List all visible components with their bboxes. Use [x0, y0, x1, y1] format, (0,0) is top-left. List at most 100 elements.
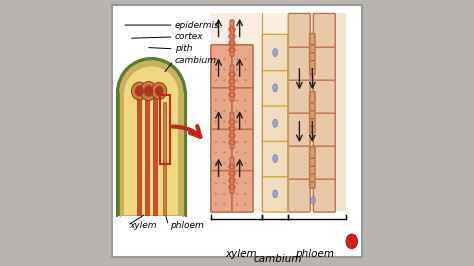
Ellipse shape [273, 155, 277, 163]
Ellipse shape [140, 81, 157, 101]
FancyBboxPatch shape [262, 140, 288, 177]
Text: xylem: xylem [129, 221, 156, 230]
Ellipse shape [273, 48, 277, 56]
Ellipse shape [223, 68, 226, 71]
Ellipse shape [120, 61, 182, 124]
Ellipse shape [312, 181, 313, 182]
FancyBboxPatch shape [313, 47, 335, 80]
Ellipse shape [223, 141, 226, 143]
Bar [145, 94, 149, 215]
Ellipse shape [236, 58, 238, 60]
Ellipse shape [223, 79, 226, 81]
Text: cortex: cortex [175, 32, 204, 41]
Ellipse shape [244, 151, 246, 154]
Ellipse shape [311, 181, 312, 182]
Ellipse shape [131, 82, 147, 100]
Ellipse shape [311, 126, 312, 127]
Text: phloem: phloem [295, 249, 334, 259]
Ellipse shape [311, 94, 316, 102]
Ellipse shape [311, 52, 312, 53]
Ellipse shape [223, 120, 226, 123]
Ellipse shape [311, 158, 312, 159]
FancyBboxPatch shape [262, 105, 288, 142]
FancyBboxPatch shape [310, 34, 315, 75]
FancyBboxPatch shape [262, 176, 288, 212]
Ellipse shape [312, 126, 313, 127]
FancyBboxPatch shape [211, 45, 232, 88]
FancyBboxPatch shape [310, 147, 315, 188]
FancyBboxPatch shape [313, 145, 335, 179]
Ellipse shape [215, 68, 217, 71]
Ellipse shape [313, 158, 314, 159]
FancyBboxPatch shape [288, 14, 310, 47]
Ellipse shape [215, 182, 217, 185]
Ellipse shape [223, 99, 226, 102]
Ellipse shape [236, 193, 238, 195]
FancyBboxPatch shape [262, 70, 288, 106]
Bar [124, 94, 178, 215]
Ellipse shape [273, 190, 277, 198]
Ellipse shape [244, 193, 246, 195]
Ellipse shape [215, 79, 217, 81]
Ellipse shape [313, 68, 314, 69]
Ellipse shape [313, 102, 314, 103]
Ellipse shape [311, 197, 316, 205]
Ellipse shape [312, 68, 313, 69]
Bar [120, 92, 182, 216]
FancyBboxPatch shape [288, 145, 310, 179]
Ellipse shape [124, 66, 178, 121]
FancyBboxPatch shape [230, 20, 234, 56]
FancyArrowPatch shape [173, 126, 201, 137]
FancyBboxPatch shape [230, 113, 234, 148]
Ellipse shape [313, 166, 314, 167]
Ellipse shape [311, 118, 312, 119]
Ellipse shape [313, 126, 314, 127]
FancyBboxPatch shape [211, 128, 232, 171]
FancyBboxPatch shape [313, 14, 335, 47]
Ellipse shape [312, 110, 313, 111]
Ellipse shape [135, 85, 144, 97]
Ellipse shape [236, 99, 238, 102]
Ellipse shape [223, 193, 226, 195]
Ellipse shape [215, 58, 217, 60]
Ellipse shape [223, 110, 226, 112]
FancyBboxPatch shape [230, 65, 234, 101]
Ellipse shape [244, 162, 246, 164]
Ellipse shape [223, 162, 226, 164]
Ellipse shape [313, 44, 314, 45]
Ellipse shape [312, 102, 313, 103]
FancyBboxPatch shape [313, 112, 335, 146]
Ellipse shape [311, 68, 312, 69]
Ellipse shape [313, 110, 314, 111]
Text: xylem: xylem [225, 249, 257, 259]
Ellipse shape [236, 79, 238, 81]
Ellipse shape [312, 166, 313, 167]
Text: pith: pith [175, 44, 192, 53]
Ellipse shape [236, 141, 238, 143]
Ellipse shape [244, 203, 246, 206]
Ellipse shape [236, 120, 238, 123]
Ellipse shape [236, 182, 238, 185]
FancyBboxPatch shape [288, 47, 310, 80]
FancyBboxPatch shape [310, 92, 315, 133]
Ellipse shape [236, 151, 238, 154]
Ellipse shape [313, 52, 314, 53]
FancyBboxPatch shape [230, 157, 234, 193]
Ellipse shape [312, 118, 313, 119]
Ellipse shape [312, 44, 313, 45]
FancyBboxPatch shape [313, 79, 335, 113]
Bar [160, 95, 170, 164]
FancyBboxPatch shape [288, 178, 310, 212]
Ellipse shape [152, 82, 167, 99]
Ellipse shape [215, 162, 217, 164]
FancyBboxPatch shape [211, 86, 232, 129]
Bar [262, 13, 288, 211]
Ellipse shape [215, 99, 217, 102]
Ellipse shape [244, 68, 246, 71]
FancyBboxPatch shape [232, 128, 253, 171]
Ellipse shape [236, 110, 238, 112]
Ellipse shape [311, 110, 312, 111]
Ellipse shape [311, 166, 312, 167]
Ellipse shape [273, 119, 277, 127]
Ellipse shape [223, 182, 226, 185]
